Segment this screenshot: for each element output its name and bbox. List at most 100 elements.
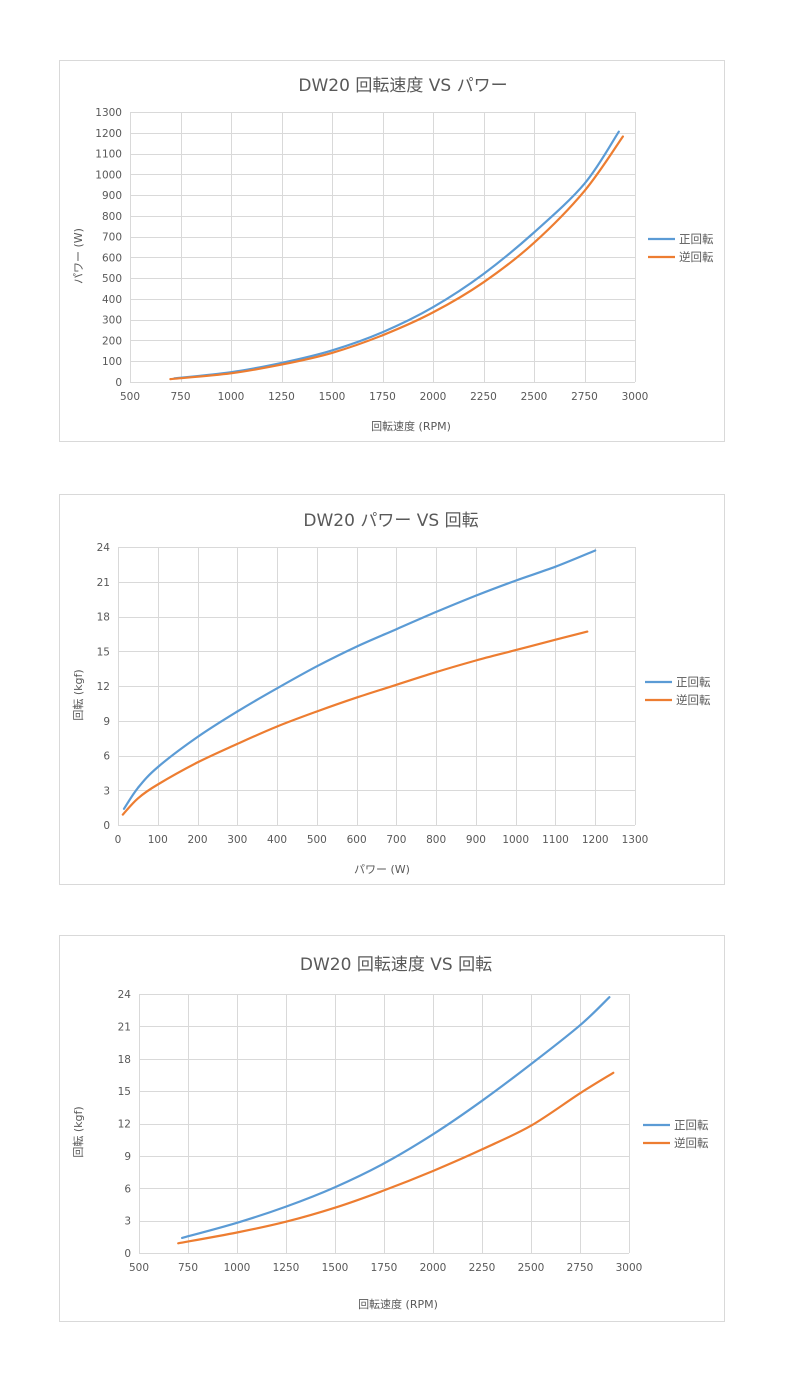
y-tick-label: 0 [103, 820, 110, 832]
chart-title: DW20 回転速度 VS パワー [298, 76, 507, 96]
x-tick-label: 1000 [218, 391, 245, 403]
x-tick-label: 1300 [622, 834, 649, 846]
y-tick-label: 300 [102, 315, 122, 327]
x-tick-label: 1250 [273, 1262, 300, 1274]
y-axis-label: 回転 (kgf) [72, 669, 85, 720]
axis-ticks: 500 750 1000 1250 1500 1750 2000 2250 2500 2750 30… [95, 107, 648, 403]
y-tick-label: 200 [102, 335, 122, 347]
y-tick-label: 15 [118, 1086, 131, 1098]
series-line-2 [121, 630, 589, 816]
legend-label-2: 逆回転 [679, 250, 714, 264]
y-tick-label: 6 [103, 751, 110, 763]
y-tick-label: 0 [115, 377, 122, 389]
chart-title: DW20 パワー VS 回転 [303, 511, 478, 531]
chart-rpm-vs-power-svg: DW20 回転速度 VS パワー 500 750 1000 1250 1500 1750 2… [72, 76, 714, 433]
y-tick-label: 600 [102, 252, 122, 264]
series-line-2 [169, 135, 624, 381]
series-lines [169, 130, 624, 381]
series-line-1 [181, 996, 611, 1239]
x-tick-label: 750 [178, 1262, 198, 1274]
x-tick-label: 1250 [268, 391, 295, 403]
x-tick-label: 2000 [420, 391, 447, 403]
x-axis-label: 回転速度 (RPM) [358, 1297, 438, 1311]
y-tick-label: 21 [118, 1021, 131, 1033]
x-tick-label: 900 [466, 834, 486, 846]
x-tick-label: 3000 [616, 1262, 643, 1274]
x-tick-label: 2750 [571, 391, 598, 403]
chart-title: DW20 回転速度 VS 回転 [300, 955, 492, 975]
y-tick-label: 3 [103, 785, 110, 797]
y-axis-label: パワー (W) [72, 228, 85, 284]
x-tick-label: 2000 [420, 1262, 447, 1274]
grid [139, 994, 630, 1254]
y-tick-label: 900 [102, 190, 122, 202]
x-tick-label: 2250 [470, 391, 497, 403]
grid [118, 547, 636, 826]
x-tick-label: 400 [267, 834, 287, 846]
x-axis-label: パワー (W) [354, 863, 410, 876]
chart-rpm-vs-torque-svg: DW20 回転速度 VS 回転 500 750 1000 1250 1500 1750 20… [72, 955, 709, 1311]
x-tick-label: 500 [120, 391, 140, 403]
y-tick-label: 400 [102, 294, 122, 306]
legend-label-1: 正回転 [676, 675, 711, 689]
x-tick-label: 1500 [319, 391, 346, 403]
y-tick-label: 18 [118, 1054, 131, 1066]
legend-label-1: 正回転 [674, 1118, 709, 1132]
legend-label-2: 逆回転 [676, 693, 711, 707]
legend-label-1: 正回転 [679, 232, 714, 246]
series-line-1 [122, 549, 597, 810]
y-tick-label: 24 [118, 989, 132, 1001]
y-tick-label: 100 [102, 356, 122, 368]
x-tick-label: 2750 [567, 1262, 594, 1274]
y-tick-label: 0 [124, 1248, 131, 1260]
x-tick-label: 100 [148, 834, 168, 846]
series-lines [121, 549, 597, 816]
x-tick-label: 500 [307, 834, 327, 846]
series-line-1 [173, 130, 620, 380]
y-tick-label: 3 [124, 1216, 131, 1228]
y-tick-label: 12 [97, 681, 110, 693]
axis-ticks: 500 750 1000 1250 1500 1750 2000 2250 2500 2750 30… [118, 989, 643, 1274]
series-lines [177, 996, 615, 1245]
chart-rpm-vs-power: DW20 回転速度 VS パワー 500 750 1000 1250 1500 1750 2… [59, 60, 725, 442]
y-tick-label: 9 [124, 1151, 131, 1163]
x-tick-label: 800 [426, 834, 446, 846]
y-tick-label: 700 [102, 232, 122, 244]
y-axis-label: 回転 (kgf) [72, 1106, 85, 1157]
x-tick-label: 3000 [622, 391, 649, 403]
x-tick-label: 200 [188, 834, 208, 846]
chart-power-vs-torque-svg: DW20 パワー VS 回転 0 100 200 300 400 500 600 700 800… [72, 511, 711, 876]
y-tick-label: 18 [97, 612, 110, 624]
y-tick-label: 1100 [95, 149, 122, 161]
x-tick-label: 1500 [322, 1262, 349, 1274]
y-tick-label: 24 [97, 542, 111, 554]
y-tick-label: 1000 [95, 169, 122, 181]
x-tick-label: 2250 [469, 1262, 496, 1274]
axis-ticks: 0 100 200 300 400 500 600 700 800 900 1000 1100 1200… [97, 542, 649, 846]
y-tick-label: 21 [97, 577, 110, 589]
y-tick-label: 1300 [95, 107, 122, 119]
x-tick-label: 1750 [369, 391, 396, 403]
grid [130, 112, 636, 383]
x-tick-label: 1200 [582, 834, 609, 846]
x-tick-label: 300 [227, 834, 247, 846]
x-tick-label: 750 [170, 391, 190, 403]
y-tick-label: 6 [124, 1183, 131, 1195]
y-tick-label: 9 [103, 716, 110, 728]
x-axis-label: 回転速度 (RPM) [371, 419, 451, 433]
x-tick-label: 600 [347, 834, 367, 846]
y-tick-label: 15 [97, 646, 110, 658]
x-tick-label: 500 [129, 1262, 149, 1274]
x-tick-label: 0 [115, 834, 122, 846]
legend-label-2: 逆回転 [674, 1136, 709, 1150]
x-tick-label: 1000 [502, 834, 529, 846]
y-tick-label: 12 [118, 1119, 131, 1131]
x-tick-label: 2500 [518, 1262, 545, 1274]
y-tick-label: 500 [102, 273, 122, 285]
y-tick-label: 800 [102, 211, 122, 223]
x-tick-label: 1100 [542, 834, 569, 846]
x-tick-label: 700 [386, 834, 406, 846]
